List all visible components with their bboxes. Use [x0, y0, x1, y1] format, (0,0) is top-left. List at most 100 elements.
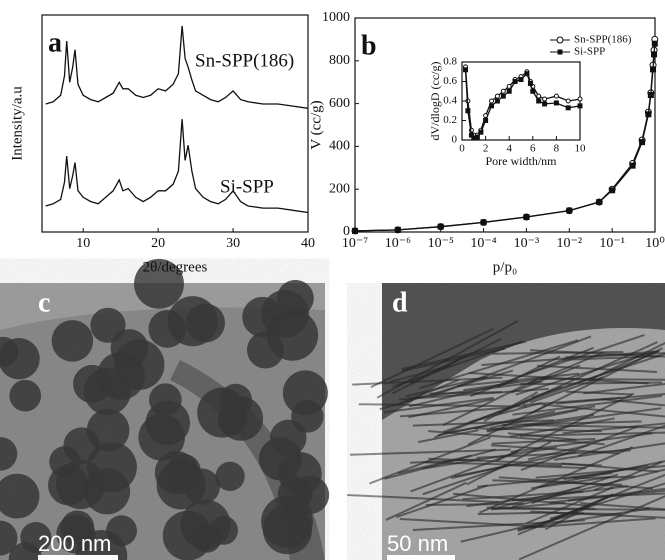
- nanorod: [535, 464, 665, 479]
- marker: [480, 219, 487, 226]
- nanorod: [469, 401, 543, 424]
- marker: [639, 139, 646, 146]
- plot-frame: [41, 14, 309, 233]
- x-tick-label: 10⁻¹: [599, 236, 625, 251]
- nanorod: [523, 517, 656, 529]
- nanorod: [376, 320, 519, 399]
- x-axis-label: Pore width/nm: [486, 154, 558, 168]
- nanorod: [397, 454, 472, 475]
- marker: [518, 77, 524, 83]
- nanorod: [550, 473, 665, 521]
- legend-label: Si-SPP: [574, 46, 605, 58]
- nanorod: [347, 493, 500, 504]
- nanorod: [580, 502, 665, 511]
- nanorod: [410, 450, 519, 493]
- nanorod: [526, 486, 614, 525]
- panel-label: b: [361, 30, 377, 61]
- x-tick-label: 4: [506, 143, 512, 155]
- x-tick-label: 8: [554, 143, 560, 155]
- nanorod: [510, 432, 653, 454]
- x-tick-label: 10: [76, 236, 90, 251]
- particle: [90, 307, 126, 343]
- nanorod: [530, 349, 665, 358]
- marker: [527, 80, 533, 86]
- nanorod: [523, 423, 665, 429]
- x-axis-label: 2θ/degrees: [143, 259, 208, 275]
- x-tick-label: 10⁻⁴: [470, 236, 496, 251]
- particle: [134, 258, 184, 309]
- nanorod: [600, 398, 665, 407]
- marker: [536, 98, 542, 104]
- marker: [553, 100, 559, 106]
- nanorod: [399, 406, 511, 418]
- scale-bar: [387, 555, 455, 560]
- marker: [523, 214, 530, 221]
- nanorod: [379, 369, 514, 411]
- nanorod: [369, 436, 491, 485]
- nanorod: [549, 487, 665, 504]
- nanorod: [349, 448, 511, 456]
- particle: [183, 468, 221, 505]
- nanorod: [497, 486, 581, 509]
- x-tick-label: 30: [226, 236, 240, 251]
- marker: [463, 67, 469, 73]
- marker: [500, 93, 506, 99]
- nanorod: [486, 413, 595, 432]
- nanorod: [489, 409, 578, 429]
- particle: [0, 437, 18, 471]
- nanorod: [583, 382, 665, 395]
- nanorod: [525, 334, 645, 376]
- marker: [566, 207, 573, 214]
- x-axis-label: p/p₀: [493, 259, 517, 275]
- nanorod: [396, 484, 488, 519]
- nanorod: [460, 511, 584, 543]
- x-tick-label: 10⁻²: [556, 236, 582, 251]
- particle: [110, 329, 149, 367]
- y-tick-label: 400: [329, 139, 350, 154]
- x-tick-label: 0: [459, 143, 465, 155]
- nanorod: [417, 429, 479, 444]
- particle: [9, 379, 42, 412]
- particle: [0, 520, 18, 556]
- y-tick-label: 0.4: [443, 95, 457, 107]
- marker: [647, 92, 654, 99]
- particle: [215, 461, 245, 492]
- y-axis-label: dV/dlogD (cc/g): [428, 62, 442, 141]
- nanorod: [383, 396, 494, 414]
- marker: [506, 83, 512, 89]
- particle: [266, 309, 319, 361]
- x-tick-label: 6: [530, 143, 536, 155]
- x-tick-label: 40: [301, 236, 315, 251]
- marker: [494, 93, 500, 99]
- particle: [138, 414, 185, 461]
- marker: [650, 66, 657, 73]
- legend-marker: [556, 36, 564, 44]
- y-tick-label: 0.2: [443, 114, 457, 126]
- marker: [577, 96, 583, 102]
- plot-frame: [354, 17, 656, 233]
- marker: [478, 129, 484, 135]
- marker: [651, 51, 658, 58]
- image-label: c: [38, 287, 50, 318]
- y-tick-label: 600: [329, 96, 350, 111]
- y-tick-label: 200: [329, 181, 350, 196]
- nanorod: [503, 464, 586, 470]
- y-tick-label: 0: [343, 224, 350, 239]
- panel-label: a: [48, 27, 62, 58]
- marker: [524, 71, 530, 77]
- nanorod: [370, 327, 494, 388]
- marker: [536, 93, 542, 99]
- nanorod: [384, 448, 496, 480]
- nanorod: [491, 437, 596, 445]
- marker: [489, 98, 494, 104]
- marker: [609, 187, 616, 194]
- x-tick-label: 10⁻³: [514, 236, 540, 251]
- marker: [437, 223, 444, 230]
- nanorod: [391, 337, 502, 395]
- dark-region: [382, 283, 665, 420]
- marker: [512, 79, 518, 84]
- x-tick-label: 10⁻⁷: [342, 236, 368, 251]
- marker: [394, 226, 401, 233]
- scale-bar-label: 50 nm: [387, 531, 448, 556]
